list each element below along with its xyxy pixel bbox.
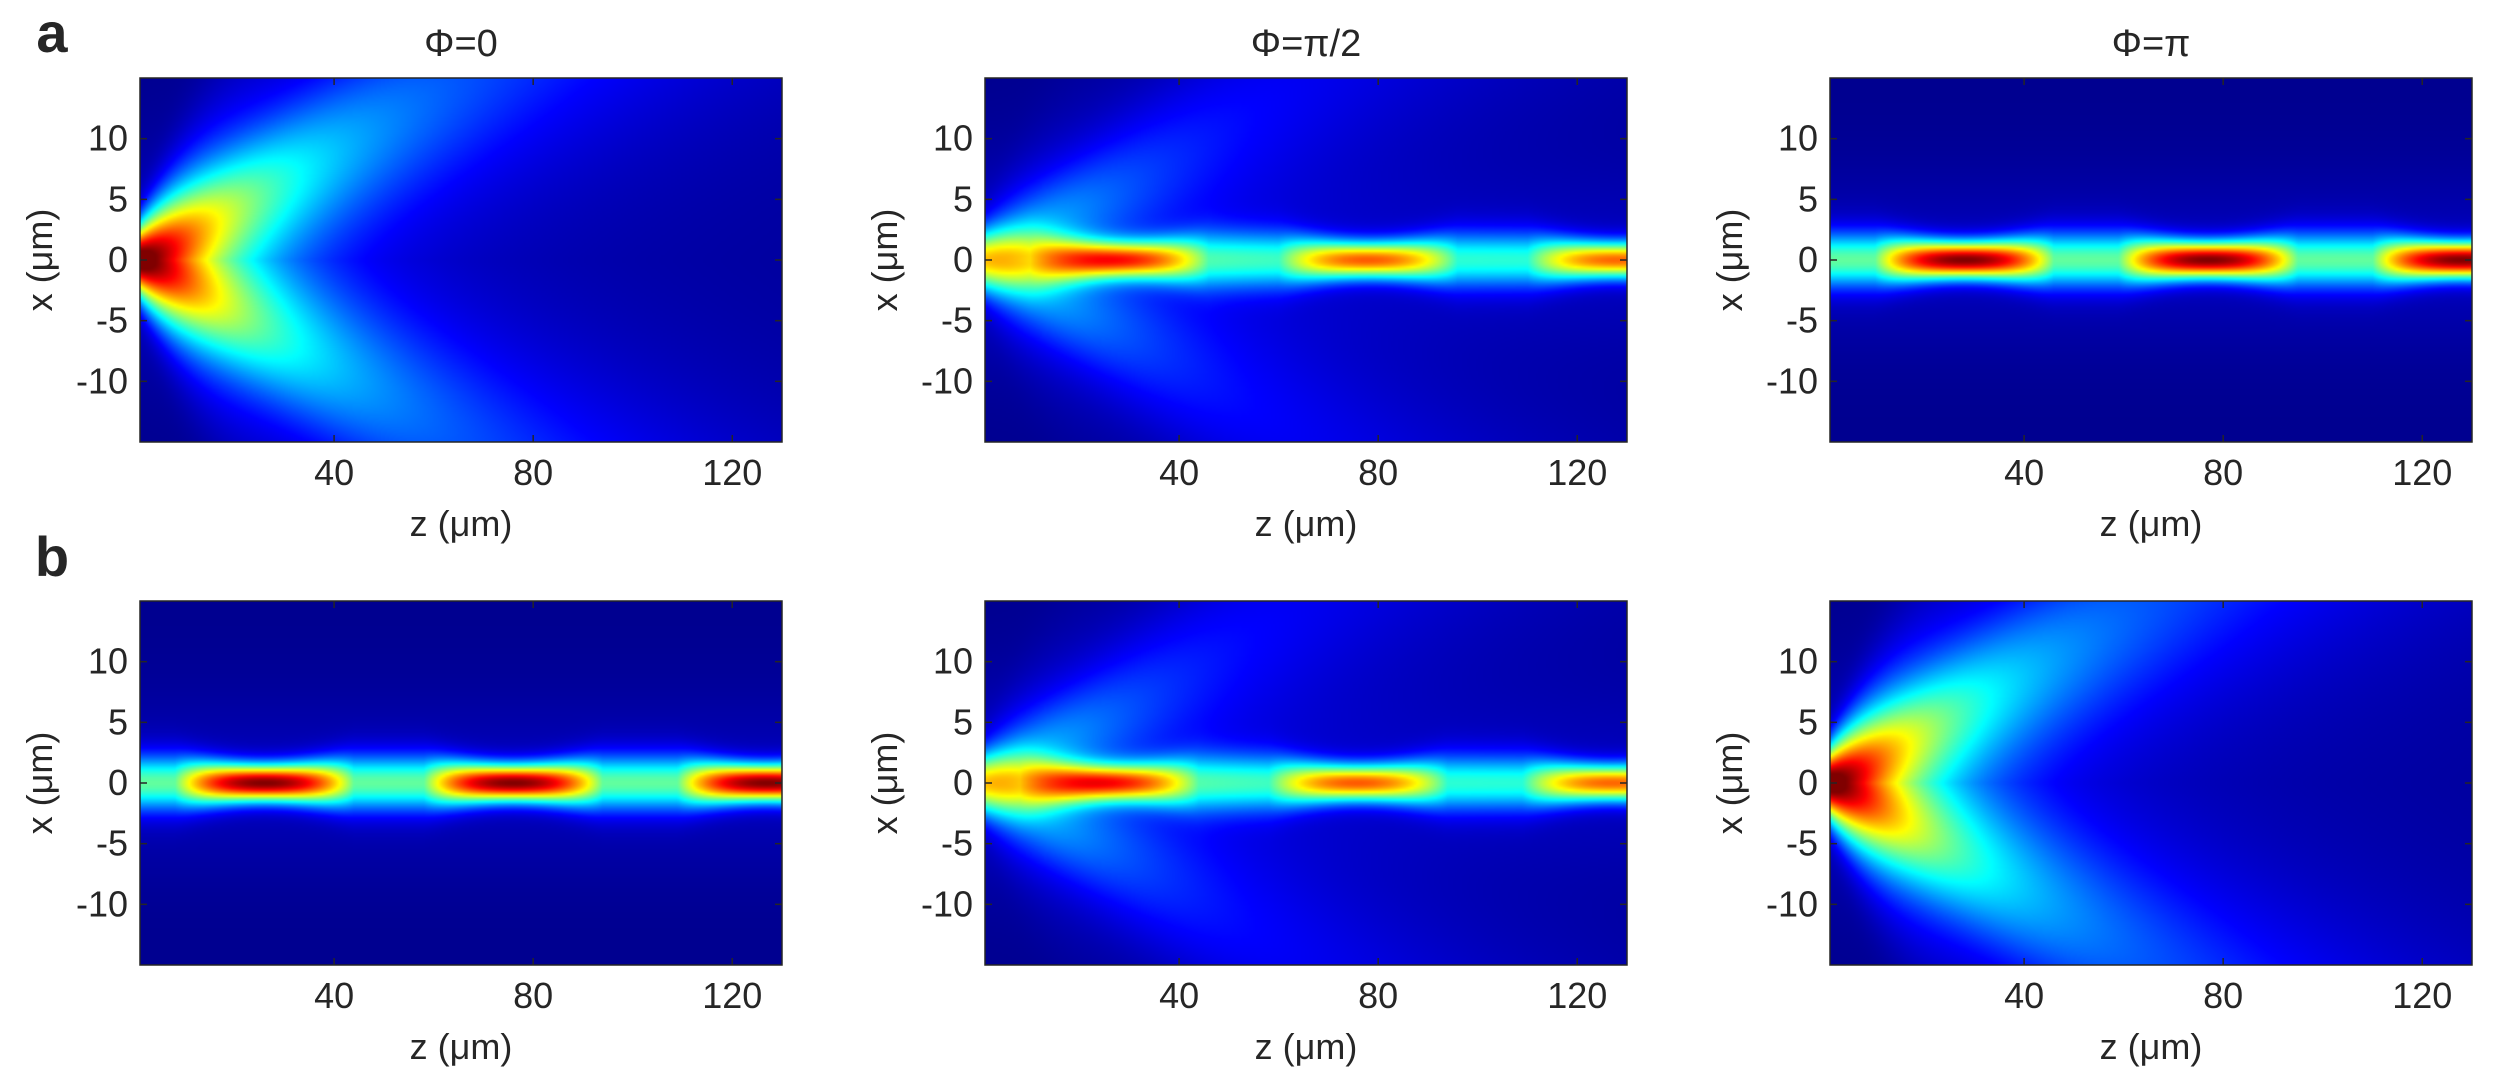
y-tick-label: 5 (953, 178, 973, 219)
y-tick-label: -10 (76, 360, 128, 401)
x-tick-label: 80 (513, 452, 553, 493)
x-axis-label: z (μm) (2100, 1026, 2203, 1067)
y-tick-label: 10 (933, 641, 973, 682)
y-tick-label: -10 (76, 883, 128, 924)
y-tick-label: 10 (933, 118, 973, 159)
heatmap-image (985, 78, 1627, 442)
x-tick-label: 80 (513, 975, 553, 1016)
y-tick-label: -5 (96, 300, 128, 341)
x-tick-label: 40 (2004, 452, 2044, 493)
y-axis-label: x (μm) (1709, 209, 1750, 312)
x-tick-label: 80 (2203, 975, 2243, 1016)
x-axis-label: z (μm) (1255, 1026, 1358, 1067)
panel-a-2: Φ=π/2 10 5 0 -5 -10 40 80 120 z (μm) x (μm) (864, 23, 1628, 544)
y-tick-label: -5 (941, 300, 973, 341)
panel-a-1: Φ=0 10 5 0 -5 -10 40 80 120 z (μm) x (μm) (19, 23, 783, 544)
y-tick-label: 5 (108, 701, 128, 742)
y-tick-label: 0 (1798, 762, 1818, 803)
panel-title: Φ=π/2 (1251, 23, 1361, 65)
x-tick-label: 120 (702, 975, 762, 1016)
row-label-a: a (36, 1, 68, 64)
x-tick-label: 40 (314, 975, 354, 1016)
heatmap-image (985, 601, 1627, 965)
x-tick-label: 80 (1358, 975, 1398, 1016)
x-tick-label: 40 (314, 452, 354, 493)
x-tick-label: 120 (2392, 452, 2452, 493)
y-tick-label: -10 (921, 360, 973, 401)
panel-title: Φ=π (2112, 23, 2191, 65)
panel-b-2: 10 5 0 -5 -10 40 80 120 z (μm) x (μm) (864, 600, 1628, 1067)
x-axis-label: z (μm) (1255, 503, 1358, 544)
y-tick-label: 5 (1798, 178, 1818, 219)
x-axis-label: z (μm) (410, 503, 513, 544)
heatmap-image (1830, 78, 2472, 442)
x-tick-label: 80 (1358, 452, 1398, 493)
heatmap-image (140, 78, 782, 442)
y-tick-label: -5 (941, 823, 973, 864)
panel-a-3: Φ=π 10 5 0 -5 -10 40 80 120 z (μm) x (μm) (1709, 23, 2473, 544)
x-tick-label: 120 (2392, 975, 2452, 1016)
x-tick-label: 80 (2203, 452, 2243, 493)
y-tick-label: 5 (1798, 701, 1818, 742)
x-axis-label: z (μm) (410, 1026, 513, 1067)
y-tick-label: 10 (1778, 641, 1818, 682)
y-tick-label: 0 (953, 762, 973, 803)
y-tick-label: -10 (1766, 883, 1818, 924)
panel-b-3: 10 5 0 -5 -10 40 80 120 z (μm) x (μm) (1709, 600, 2473, 1067)
y-axis-label: x (μm) (1709, 732, 1750, 835)
y-tick-label: 0 (1798, 239, 1818, 280)
y-axis-label: x (μm) (19, 732, 60, 835)
y-axis-label: x (μm) (864, 732, 905, 835)
panel-title: Φ=0 (424, 23, 498, 65)
x-tick-label: 40 (1159, 452, 1199, 493)
x-tick-label: 40 (2004, 975, 2044, 1016)
x-tick-label: 120 (1547, 975, 1607, 1016)
y-axis-label: x (μm) (864, 209, 905, 312)
x-tick-label: 120 (1547, 452, 1607, 493)
y-tick-label: 10 (1778, 118, 1818, 159)
panel-b-1: 10 5 0 -5 -10 40 80 120 z (μm) x (μm) (19, 600, 783, 1067)
y-tick-label: -10 (921, 883, 973, 924)
y-tick-label: 10 (88, 641, 128, 682)
x-tick-label: 120 (702, 452, 762, 493)
x-axis-label: z (μm) (2100, 503, 2203, 544)
row-label-b: b (35, 525, 69, 588)
y-tick-label: 5 (108, 178, 128, 219)
y-tick-label: 0 (108, 239, 128, 280)
y-tick-label: -5 (96, 823, 128, 864)
y-tick-label: 0 (108, 762, 128, 803)
y-tick-label: -10 (1766, 360, 1818, 401)
y-tick-label: -5 (1786, 823, 1818, 864)
x-tick-label: 40 (1159, 975, 1199, 1016)
y-tick-label: 0 (953, 239, 973, 280)
y-tick-label: 10 (88, 118, 128, 159)
y-axis-label: x (μm) (19, 209, 60, 312)
y-tick-label: 5 (953, 701, 973, 742)
y-tick-label: -5 (1786, 300, 1818, 341)
heatmap-image (1830, 601, 2472, 965)
heatmap-image (140, 601, 782, 965)
